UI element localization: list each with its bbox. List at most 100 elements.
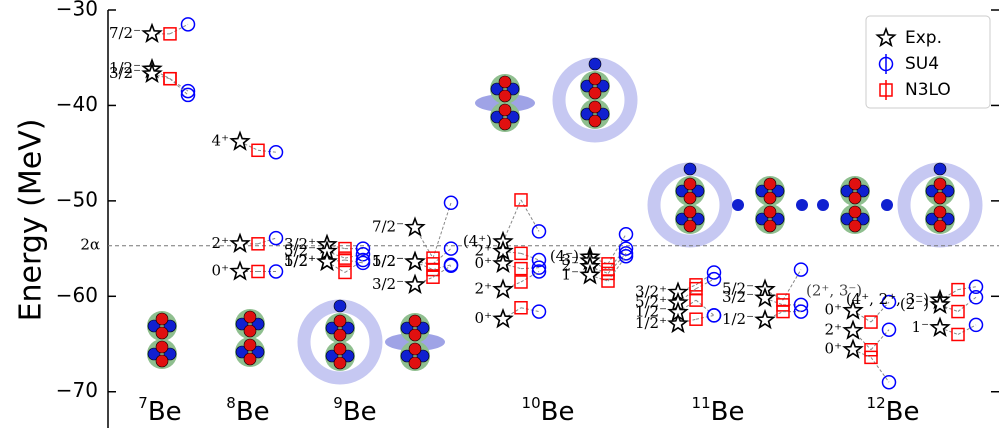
- exp-marker: [316, 250, 338, 272]
- connector: [870, 329, 890, 351]
- level-label: (4⁺, 2⁺, 3⁻): [846, 290, 929, 308]
- alpha: [490, 74, 520, 104]
- connector: [520, 271, 540, 283]
- proton: [155, 312, 169, 326]
- connector: [520, 307, 540, 313]
- level-label: 3/2⁺: [284, 235, 316, 253]
- connector: [502, 199, 522, 243]
- level-label: 0⁺: [475, 254, 492, 272]
- proton: [933, 177, 947, 191]
- exp-marker: [141, 62, 163, 84]
- level-label: 5/2⁺: [284, 252, 316, 270]
- n3lo-marker: [689, 312, 703, 326]
- exp-marker: [754, 286, 776, 308]
- y-tick-label: −40: [56, 92, 98, 116]
- exp-marker: [842, 299, 864, 320]
- connector: [677, 284, 697, 293]
- su4-marker: [268, 264, 284, 279]
- n3lo-marker: [251, 143, 265, 158]
- n3lo-marker: [163, 71, 177, 86]
- exp-marker: [229, 130, 251, 151]
- cluster-pictogram: [647, 162, 733, 248]
- proton: [933, 191, 947, 205]
- su4-marker: [180, 83, 196, 99]
- alpha: [755, 176, 785, 206]
- level-label: 3/2⁻: [722, 288, 754, 306]
- su4-marker: [706, 265, 722, 280]
- su4-marker: [706, 271, 722, 287]
- su4-marker: [881, 294, 897, 310]
- neutron: [580, 79, 594, 93]
- connector: [589, 260, 609, 271]
- proton: [243, 324, 257, 338]
- exp-marker: [492, 252, 514, 273]
- proton: [408, 356, 422, 370]
- neutron: [147, 319, 161, 333]
- neutron: [325, 321, 339, 335]
- connector: [695, 278, 715, 290]
- proton: [333, 342, 347, 356]
- y-tick-label: −60: [56, 283, 98, 307]
- proton: [763, 177, 777, 191]
- n3lo-marker: [864, 350, 878, 365]
- proton: [763, 205, 777, 219]
- level-label: 3/2⁻: [109, 64, 141, 82]
- neutron: [251, 345, 265, 359]
- proton: [498, 117, 512, 131]
- connector: [502, 281, 522, 291]
- su4-marker: [531, 304, 547, 319]
- su4-marker: [268, 144, 284, 160]
- connector: [432, 265, 452, 278]
- mass-number: 8: [226, 394, 236, 412]
- connector: [607, 253, 627, 274]
- connector: [432, 264, 452, 271]
- proton: [408, 342, 422, 356]
- alpha: [925, 176, 955, 206]
- n3lo-marker: [864, 315, 878, 329]
- cluster-pictogram: [817, 176, 893, 234]
- mass-number: 10: [522, 394, 541, 412]
- connector: [764, 297, 784, 306]
- y-tick-label: −50: [56, 187, 98, 211]
- connector: [607, 234, 627, 265]
- su4-marker: [180, 87, 196, 103]
- proton: [408, 328, 422, 342]
- su4-marker: [443, 241, 459, 256]
- level-label: 5/2⁺: [635, 293, 667, 311]
- connector: [520, 199, 540, 232]
- proton: [683, 205, 697, 219]
- legend-label: N3LO: [905, 80, 951, 100]
- neutron: [925, 212, 939, 226]
- proton: [243, 338, 257, 352]
- connector: [502, 263, 522, 270]
- exp-marker: [229, 260, 251, 281]
- cluster-pictogram: [147, 311, 177, 369]
- alpha: [325, 313, 355, 343]
- connector: [326, 244, 346, 250]
- neutron: [691, 212, 705, 226]
- connector: [939, 304, 959, 313]
- mass-number: 7: [138, 394, 148, 412]
- level-label: 5/2⁻: [284, 241, 316, 259]
- connector: [870, 357, 890, 383]
- connector: [257, 149, 277, 153]
- neutron: [163, 319, 177, 333]
- cluster-pictogram: [235, 309, 265, 367]
- su4-marker: [793, 262, 809, 277]
- neutron: [325, 349, 339, 363]
- legend-box: [865, 15, 991, 109]
- neutron: [941, 184, 955, 198]
- proton: [848, 177, 862, 191]
- proton: [155, 340, 169, 354]
- exp-marker: [929, 293, 951, 315]
- nucleus-label: 8Be: [226, 394, 269, 427]
- level-label: 2⁺: [475, 241, 492, 259]
- level-label: 0⁺: [825, 340, 842, 358]
- neutron: [490, 110, 504, 124]
- exp-marker: [667, 312, 689, 334]
- neutron: [691, 184, 705, 198]
- level-label: 2⁺: [825, 321, 842, 339]
- neutron: [796, 199, 808, 211]
- mass-number: 12: [867, 394, 886, 412]
